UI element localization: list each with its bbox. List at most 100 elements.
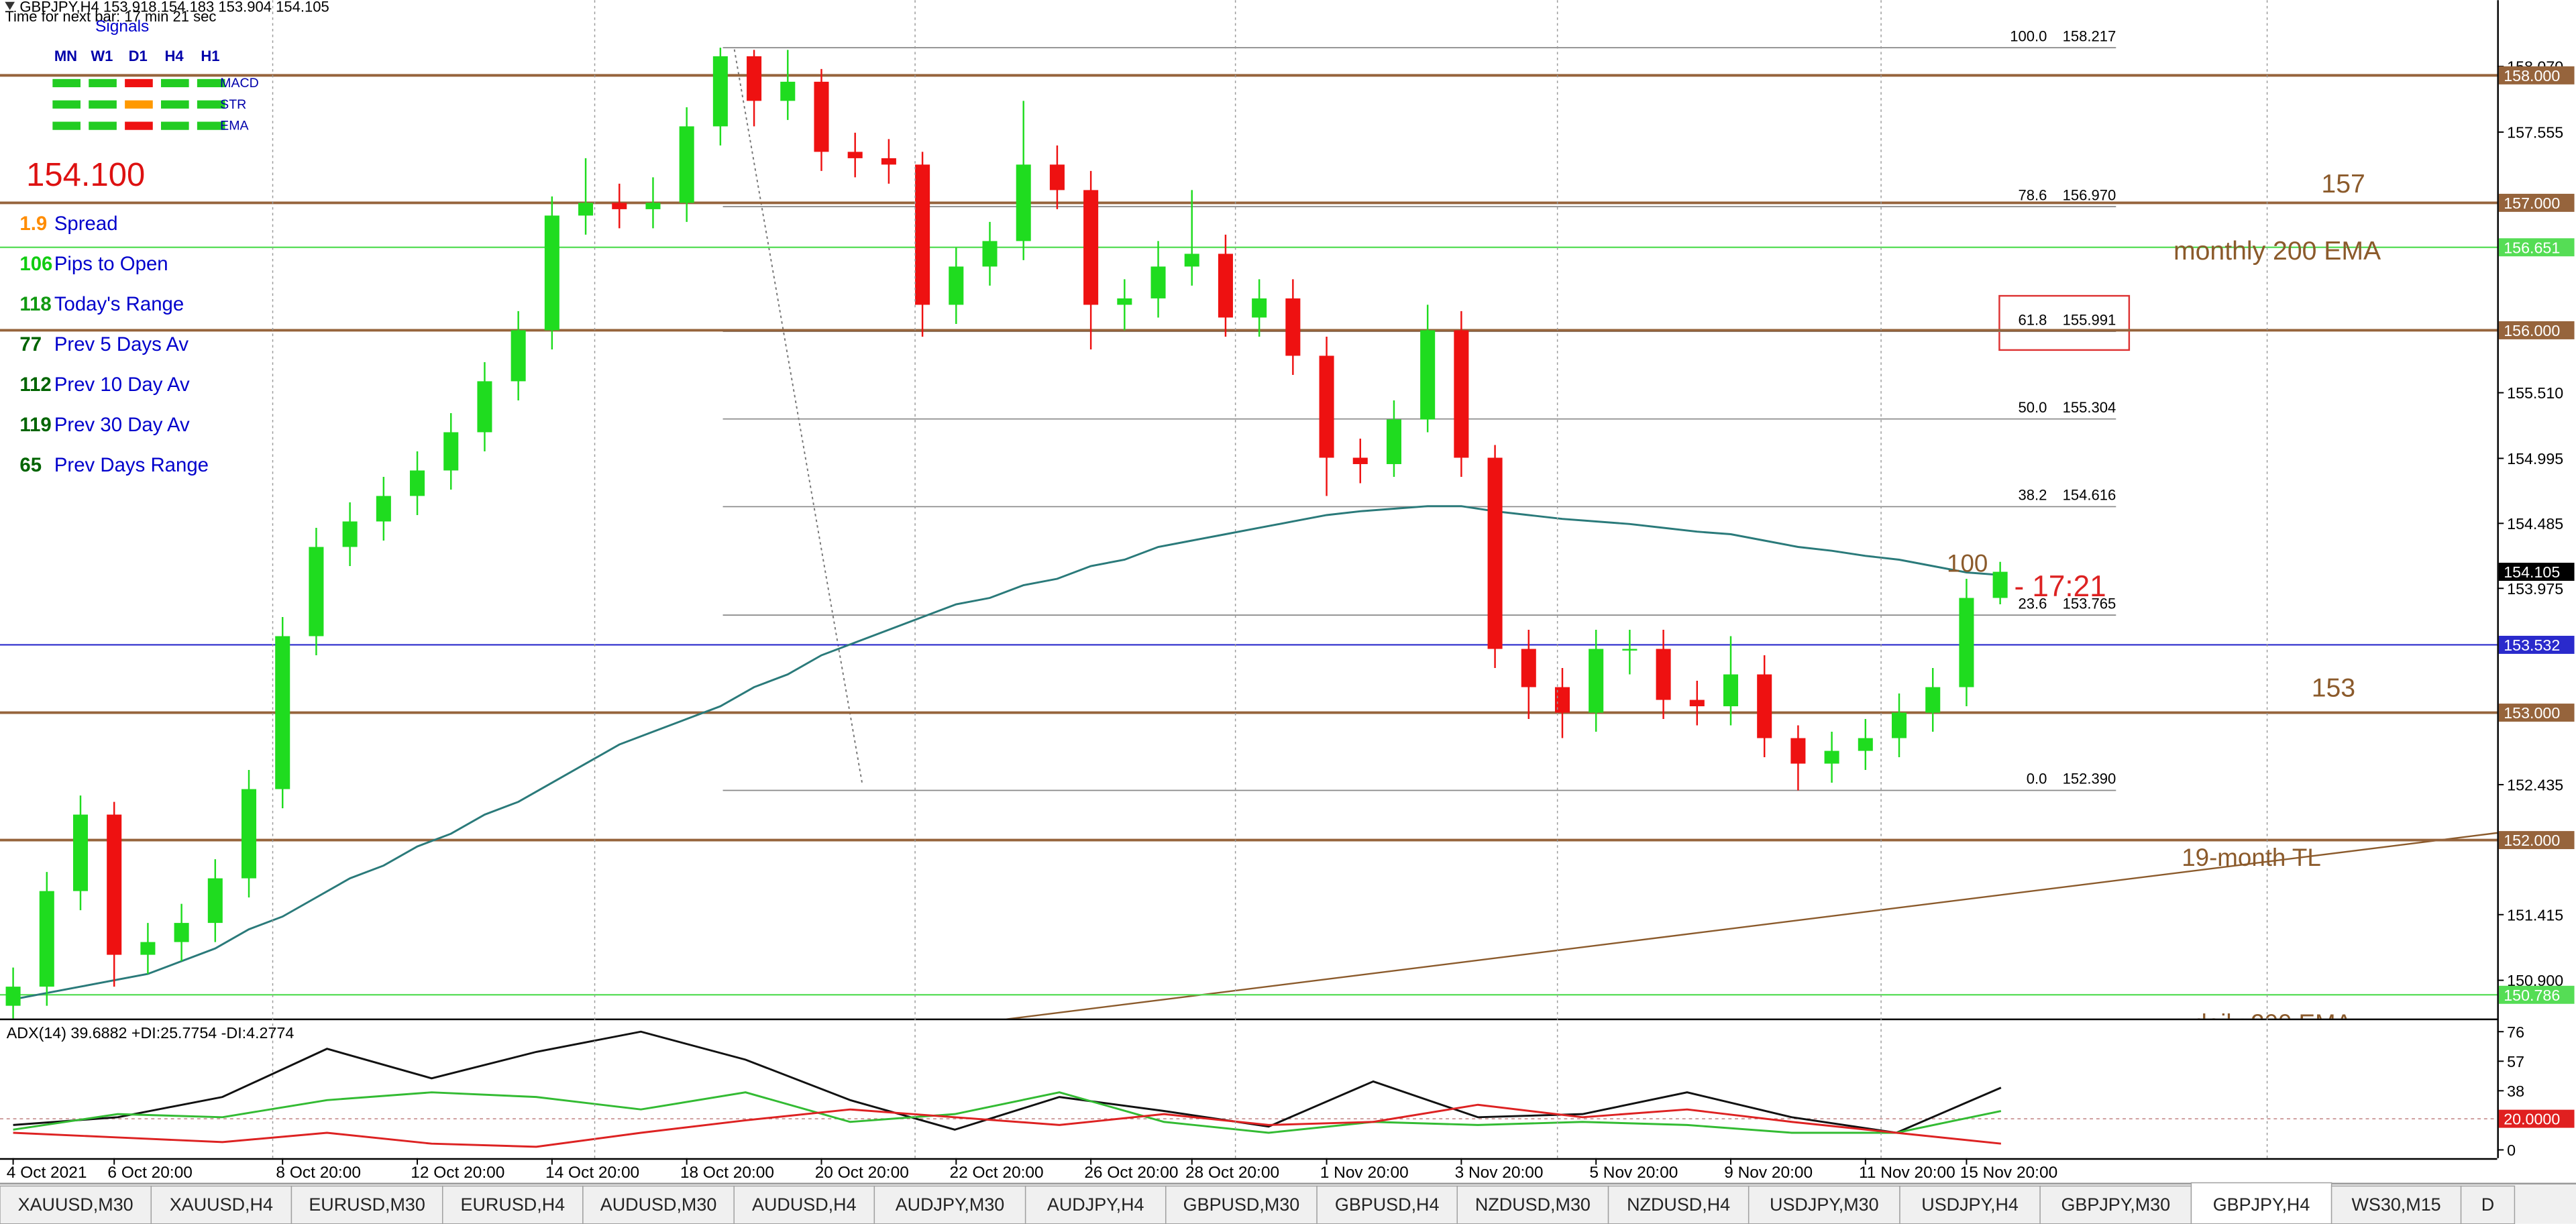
y-tick-label: 157.555 [2507,124,2563,142]
y-tick-label: 57 [2507,1053,2524,1070]
tab[interactable] [1748,1185,1900,1224]
fib-level: 78.6 [2019,186,2047,203]
y-tick-label: 153.975 [2507,580,2563,598]
candle-body [1992,571,2008,598]
tab-label[interactable]: AUDUSD,H4 [752,1194,857,1215]
signal-column: W1 [91,48,113,64]
candle-body [275,636,290,789]
tab-label[interactable]: NZDUSD,H4 [1627,1194,1730,1215]
candle-body [477,381,492,433]
signal-cell [161,78,189,88]
signal-cell [52,78,80,88]
current-price: 154.100 [26,157,145,193]
candle-body [847,152,863,158]
info-overlay: GBPJPY,H4 153.918 154.183 153.904 154.10… [5,0,329,476]
tab[interactable] [1456,1185,1609,1224]
tab-label[interactable]: EURUSD,M30 [309,1194,425,1215]
level-tag [2498,704,2575,722]
signal-column: H4 [165,48,184,64]
price-chart: 100.0 158.217 78.6 156.970 61.8 155.991 50.0 15… [0,27,2498,1019]
candle-body [544,215,559,331]
indicator-line [13,1103,2002,1148]
candle-body [174,923,189,942]
fib-price: 152.390 [2063,771,2116,787]
level-tag-label: 153.532 [2504,636,2560,654]
stat-value: 119 [19,414,51,436]
tab[interactable] [2330,1185,2462,1224]
tab-label[interactable]: USDJPY,M30 [1770,1194,1879,1215]
highlight-box [1998,294,2131,351]
indicator-title: ADX(14) 39.6882 +DI:25.7754 -DI:4.2774 [7,1024,294,1042]
level-tag-label: 158.000 [2504,67,2560,85]
candle-body [1184,254,1199,267]
y-tick-label: 154.995 [2507,450,2563,467]
x-tick-label: 15 Nov 20:00 [1960,1164,2058,1182]
candle-body [1083,190,1099,305]
tab-label[interactable]: WS30,M15 [2351,1194,2440,1215]
tab[interactable] [0,1185,152,1224]
tab-label[interactable]: XAUUSD,H4 [170,1194,273,1215]
tab-label[interactable]: AUDJPY,H4 [1047,1194,1144,1215]
candle-body [72,814,89,891]
fib-anchor-line [733,49,863,786]
x-tick-label: 1 Nov 20:00 [1320,1164,1409,1182]
candle-body [1319,355,1334,458]
tab[interactable] [150,1185,292,1224]
tab-label[interactable]: USDJPY,H4 [1921,1194,2019,1215]
stat-label: Spread [54,213,118,235]
candle-body [1554,687,1570,713]
tab-label[interactable]: AUDUSD,M30 [600,1194,717,1215]
stat-value: 112 [19,374,51,396]
tab-label[interactable]: NZDUSD,M30 [1475,1194,1591,1215]
fib-level: 50.0 [2019,399,2047,416]
y-tick-label: 38 [2507,1082,2524,1100]
candle-body [1016,164,1031,241]
tab-label[interactable]: EURUSD,H4 [461,1194,566,1215]
candle-body [1622,649,1638,651]
tab-label[interactable]: GBPUSD,M30 [1183,1194,1300,1215]
level-tag [2498,635,2575,654]
candle-body [949,266,964,305]
level-tag [2498,238,2575,257]
candle-body [140,942,156,955]
candle-body [1117,298,1132,305]
annotation: 157 [2321,170,2365,199]
stat-value: 65 [19,454,42,476]
candle-body [1420,330,1436,420]
tab-label[interactable]: GBPJPY,M30 [2061,1194,2170,1215]
tab[interactable] [733,1185,875,1224]
tab[interactable] [290,1185,443,1224]
tab[interactable] [2460,1185,2516,1224]
y-tick-label: 155.510 [2507,384,2563,402]
fib-price: 156.970 [2063,186,2116,203]
annotation: 100 [1947,550,1988,577]
tab-label[interactable]: GBPJPY,H4 [2213,1194,2310,1215]
signal-cell [52,100,80,109]
signal-label: EMA [220,119,249,133]
candle-body [410,470,425,496]
fib-level: 38.2 [2019,487,2047,504]
signal-cell [161,121,189,130]
fib-price: 155.991 [2063,311,2116,328]
y-tick-label: 0 [2507,1142,2516,1159]
annotation: - 17:21 [2014,570,2106,603]
signal-cell [52,121,80,130]
candle-body [712,56,728,127]
tab-label[interactable]: AUDJPY,M30 [896,1194,1005,1215]
x-tick-label: 9 Nov 20:00 [1724,1164,1813,1182]
x-tick-label: 20 Oct 20:00 [815,1164,909,1182]
signal-column: H1 [201,48,219,64]
signal-cell [125,78,153,88]
tab-label[interactable]: GBPUSD,H4 [1335,1194,1440,1215]
tab[interactable] [1899,1185,2041,1224]
tab-label[interactable]: D [2481,1194,2494,1215]
candle-body [443,432,459,471]
x-tick-label: 5 Nov 20:00 [1589,1164,1678,1182]
tab[interactable] [2039,1185,2192,1224]
signal-cell [89,100,117,109]
tab[interactable] [1607,1185,1750,1224]
candle-body [1589,649,1604,713]
tab[interactable] [1024,1185,1167,1224]
tab-label[interactable]: XAUUSD,M30 [18,1194,133,1215]
